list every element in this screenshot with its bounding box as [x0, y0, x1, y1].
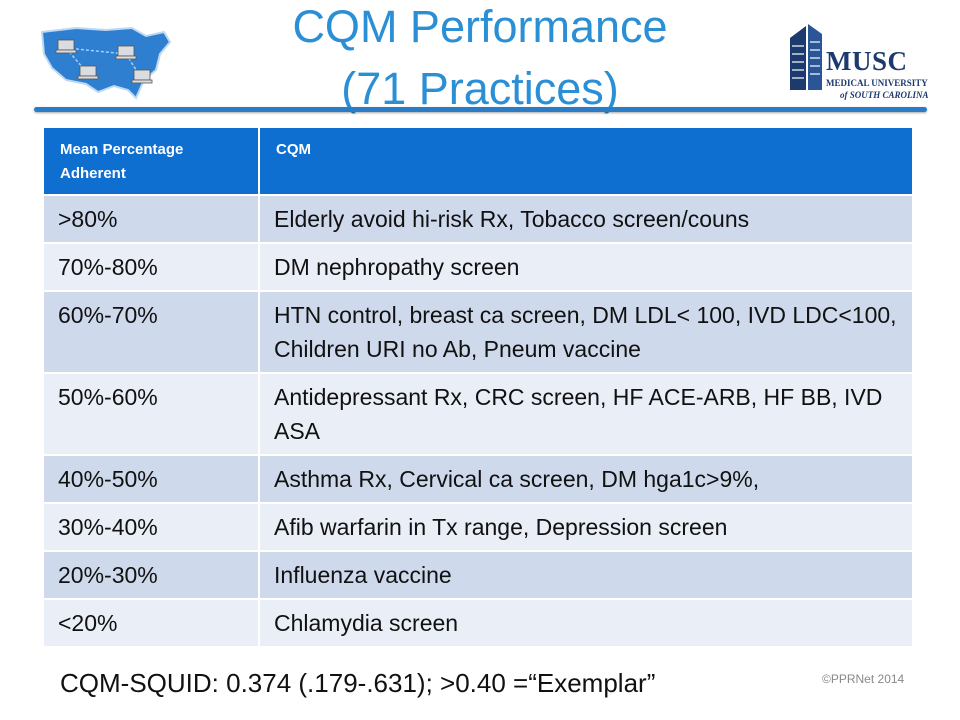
range-cell: 50%-60% [44, 372, 260, 455]
us-map-network-image [36, 18, 176, 110]
range-cell: 40%-50% [44, 454, 260, 503]
table-row: 30%-40% Afib warfarin in Tx range, Depre… [44, 502, 914, 551]
title-line-2: (71 Practices) [341, 63, 619, 114]
table-row: 70%-80% DM nephropathy screen [44, 242, 914, 291]
table-row: 40%-50% Asthma Rx, Cervical ca screen, D… [44, 454, 914, 503]
col-header-cqm: CQM [259, 128, 914, 195]
range-cell: 60%-70% [44, 290, 260, 373]
squid-summary: CQM-SQUID: 0.374 (.179-.631); >0.40 =“Ex… [60, 668, 656, 698]
measures-cell: Antidepressant Rx, CRC screen, HF ACE-AR… [259, 372, 914, 455]
logo-wordmark: MUSC [826, 46, 908, 76]
copyright-notice: ©PPRNet 2014 [822, 672, 905, 686]
cqm-table: Mean Percentage Adherent CQM >80% Elderl… [44, 128, 914, 646]
range-cell: 30%-40% [44, 502, 260, 551]
range-cell: <20% [44, 598, 260, 646]
title-divider [34, 107, 927, 112]
range-cell: 70%-80% [44, 242, 260, 291]
measures-cell: Asthma Rx, Cervical ca screen, DM hga1c>… [259, 454, 914, 503]
table-header-row: Mean Percentage Adherent CQM [44, 128, 914, 195]
table-row: >80% Elderly avoid hi-risk Rx, Tobacco s… [44, 194, 914, 243]
page-title: CQM Performance (71 Practices) [230, 0, 730, 120]
table-row: 50%-60% Antidepressant Rx, CRC screen, H… [44, 372, 914, 455]
title-line-1: CQM Performance [292, 1, 668, 52]
measures-cell: DM nephropathy screen [259, 242, 914, 291]
range-cell: >80% [44, 194, 260, 243]
table-row: <20% Chlamydia screen [44, 598, 914, 646]
musc-building-icon [790, 24, 822, 90]
measures-cell: Chlamydia screen [259, 598, 914, 646]
col-header-mean-percentage: Mean Percentage Adherent [44, 128, 260, 195]
logo-line-2: of SOUTH CAROLINA [840, 90, 929, 100]
musc-logo: MUSC MEDICAL UNIVERSITY of SOUTH CAROLIN… [788, 18, 929, 100]
measures-cell: Elderly avoid hi-risk Rx, Tobacco screen… [259, 194, 914, 243]
table-row: 60%-70% HTN control, breast ca screen, D… [44, 290, 914, 373]
measures-cell: Influenza vaccine [259, 550, 914, 599]
measures-cell: Afib warfarin in Tx range, Depression sc… [259, 502, 914, 551]
range-cell: 20%-30% [44, 550, 260, 599]
logo-line-1: MEDICAL UNIVERSITY [826, 78, 928, 88]
measures-cell: HTN control, breast ca screen, DM LDL< 1… [259, 290, 914, 373]
table-row: 20%-30% Influenza vaccine [44, 550, 914, 599]
